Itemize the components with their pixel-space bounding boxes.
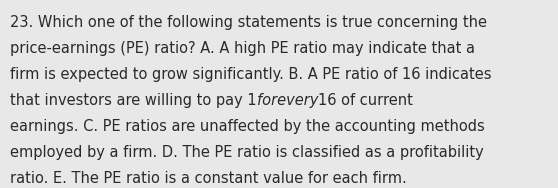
Text: that investors are willing to pay 1: that investors are willing to pay 1: [10, 93, 257, 108]
Text: price-earnings (PE) ratio? A. A high PE ratio may indicate that a: price-earnings (PE) ratio? A. A high PE …: [10, 41, 475, 56]
Text: forevery: forevery: [257, 93, 318, 108]
Text: firm is expected to grow significantly. B. A PE ratio of 16 indicates: firm is expected to grow significantly. …: [10, 67, 492, 82]
Text: employed by a firm. D. The PE ratio is classified as a profitability: employed by a firm. D. The PE ratio is c…: [10, 145, 484, 160]
Text: earnings. C. PE ratios are unaffected by the accounting methods: earnings. C. PE ratios are unaffected by…: [10, 119, 485, 134]
Text: 23. Which one of the following statements is true concerning the: 23. Which one of the following statement…: [10, 15, 487, 30]
Text: ratio. E. The PE ratio is a constant value for each firm.: ratio. E. The PE ratio is a constant val…: [10, 171, 407, 186]
Text: 16 of current: 16 of current: [318, 93, 413, 108]
